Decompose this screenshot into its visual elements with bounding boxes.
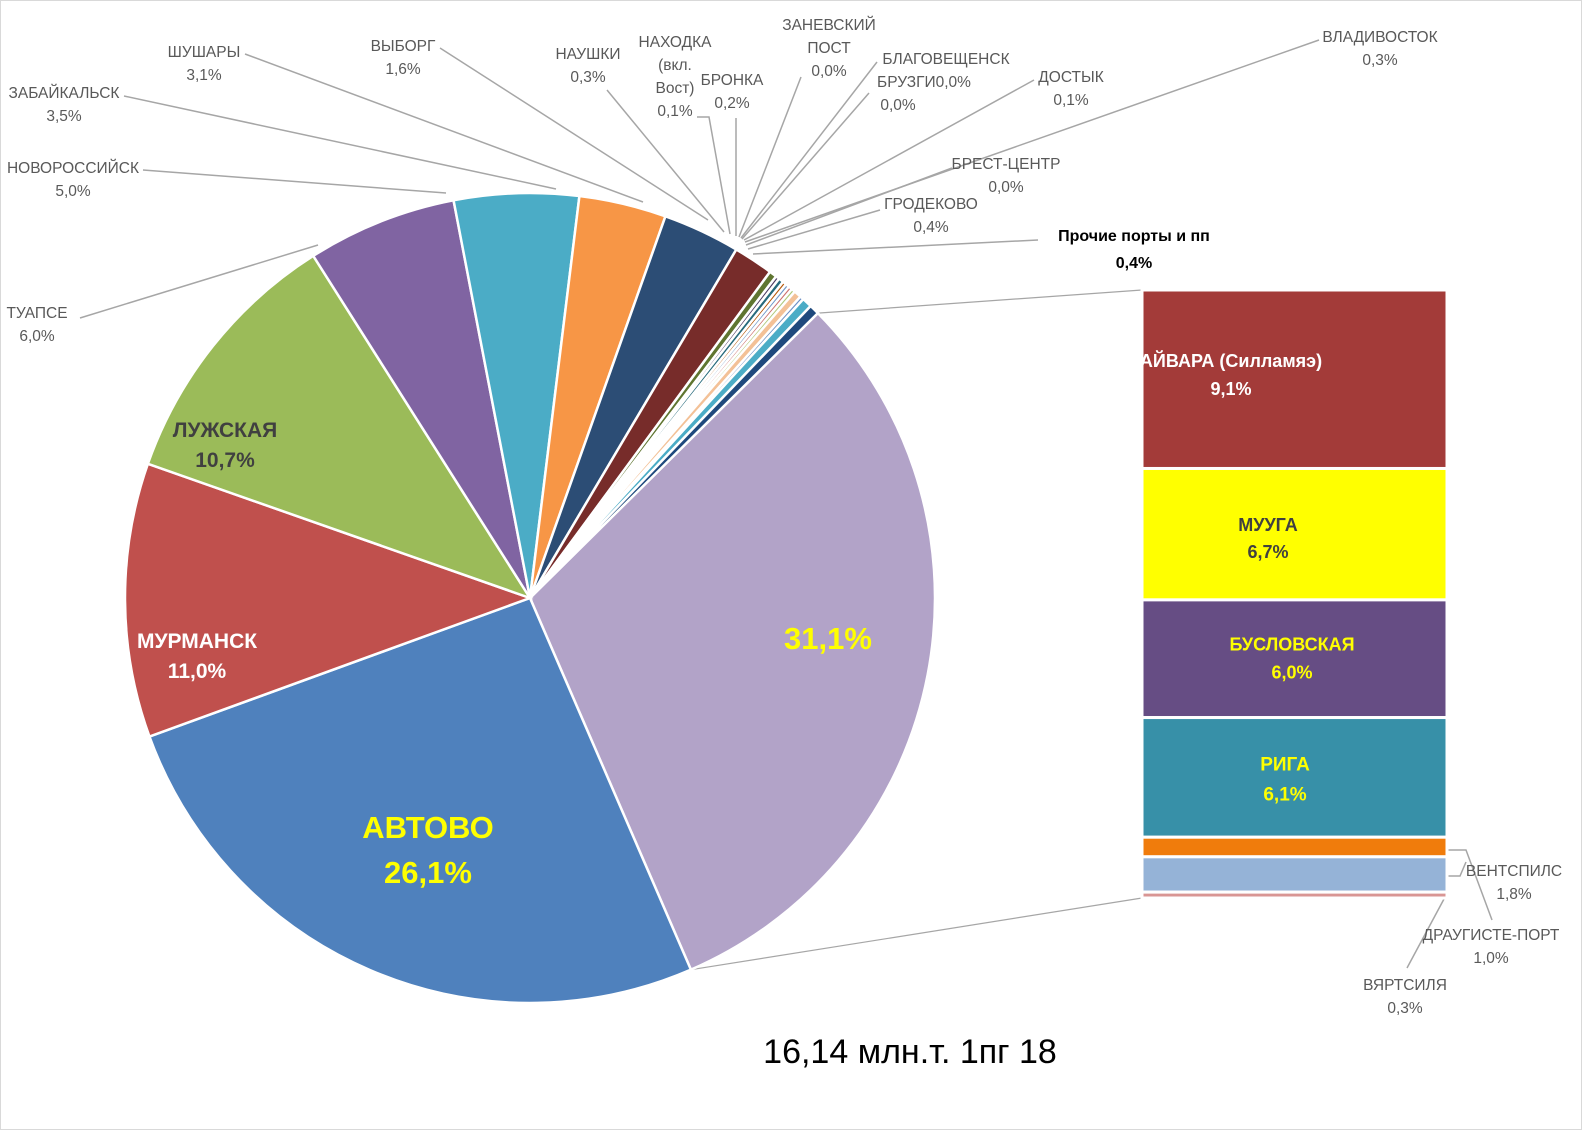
pie-label-nakhodka-name-3: Вост) [656,80,695,97]
pie-label-zanevsky-name-2: ПОСТ [807,40,851,57]
pie-label-vladivostok-value: 0,3% [1362,52,1398,69]
series-connector-top [817,289,1143,314]
leader-line-dostyk [743,79,1035,241]
leader-line-zabaykalsk [123,95,557,190]
bar-label-draugiste-name: ДРАУГИСТЕ-ПОРТ [1423,927,1560,944]
leader-line-tuapse [79,244,319,319]
pie-label-murmansk-value: 11,0% [168,660,227,683]
pie-label-avtovo-name: АВТОВО [362,810,494,845]
pie-slice-автово [147,596,693,1005]
bar-segment-вентспилс [1140,855,1449,894]
pie-slice-мурманск [123,462,534,739]
bar-label-muuga-name: МУУГА [1238,515,1297,535]
leader-line-blagoveshchensk [740,61,878,239]
pie-label-grodekovo-value: 0,4% [913,219,949,236]
bar-segment-рига [1140,716,1449,839]
bar-label-buslovskaya-name: БУСЛОВСКАЯ [1229,635,1354,655]
pie-label-zabaykalsk-name: ЗАБАЙКАЛЬСК [9,84,120,102]
pie-slice-other [528,311,937,972]
pie-label-vladivostok-name: ВЛАДИВОСТОК [1322,29,1437,46]
leader-line-ventspils [1448,861,1467,877]
pie-label-tuapse-value: 6,0% [19,328,55,345]
bar-label-buslovskaya-value: 6,0% [1271,663,1312,683]
pie-label-murmansk-name: МУРМАНСК [137,630,257,653]
leader-line-vyartsilya [1406,898,1445,969]
pie-slices [123,191,937,1005]
pie-label-prochie-name: Прочие порты и пп [1058,228,1210,245]
pie-slice-прочие-порты-и-пп [529,304,820,599]
pie-label-vyborg-name: ВЫБОРГ [371,38,436,55]
bar-label-vyartsilya-value: 0,3% [1387,1000,1423,1017]
pie-label-brest-name: БРЕСТ-ЦЕНТР [952,156,1061,173]
bar-segments [1140,288,1449,900]
bar-segment-айвара-силламяэ [1140,288,1449,470]
pie-label-bruzgi-value: 0,0% [880,97,916,114]
leader-line-prochie [752,239,1039,255]
pie-label-bruzgi-name: БРУЗГИ0,0% [877,74,971,91]
bar-segment-бусловская [1140,598,1449,720]
pie-label-bronka-value: 0,2% [714,95,750,112]
bar-label-ventspils-name: ВЕНТСПИЛС [1466,863,1562,880]
pie-label-naushki-value: 0,3% [570,69,606,86]
pie-slice-лужская [146,254,533,601]
data-labels: 31,1% АВТОВО 26,1% МУРМАНСК 11,0% ЛУЖСКАЯ 10,7… [6,16,1562,1017]
bar-label-riga-value: 6,1% [1263,784,1306,805]
pie-label-blagoveshchensk-name: БЛАГОВЕЩЕНСК [882,51,1009,68]
pie-slice-туапсе [311,198,532,599]
pie-label-novorossiysk-name: НОВОРОССИЙСК [7,159,139,177]
leader-line-nakhodka [697,116,731,235]
bar-label-muuga-value: 6,7% [1247,542,1288,562]
bar-label-ayvara-name: АЙВАРА (Силламяэ) [1140,350,1322,371]
leader-line-novorossiysk [142,169,447,194]
bar-label-ventspils-value: 1,8% [1496,886,1532,903]
pie-label-shushary-name: ШУШАРЫ [168,44,241,61]
leader-line-zanevsky [738,76,802,238]
pie-label-other-value: 31,1% [784,621,872,656]
pie-label-grodekovo-name: ГРОДЕКОВО [884,196,978,213]
pie-label-nakhodka-name: НАХОДКА [639,34,713,51]
pie-label-zanevsky-value: 0,0% [811,63,847,80]
chart-title: 16,14 млн.т. 1пг 18 [763,1033,1057,1071]
pie-label-novorossiysk-value: 5,0% [55,183,91,200]
leader-line-shushary [244,53,644,203]
pie-label-luzhskaya-name: ЛУЖСКАЯ [173,419,278,442]
leader-line-draugiste [1448,849,1493,921]
leader-line-vyborg [439,47,709,221]
pie-label-tuapse-name: ТУАПСЕ [6,305,67,322]
pie-label-prochie-value: 0,4% [1116,255,1152,272]
pie-label-bronka-name: БРОНКА [701,72,764,89]
pie-label-avtovo-value: 26,1% [384,855,472,890]
pie-label-zabaykalsk-value: 3,5% [46,108,82,125]
leader-line-grodekovo [747,209,881,250]
pie-label-vyborg-value: 1,6% [385,61,421,78]
pie-label-dostyk-name: ДОСТЫК [1038,69,1103,86]
leader-line-vladivostok [744,39,1320,243]
bar-segment-драугисте-порт [1140,835,1449,859]
pie-label-brest-value: 0,0% [988,179,1024,196]
bar-label-ayvara-value: 9,1% [1210,379,1251,399]
bar-segment-мууга [1140,466,1449,602]
bar-label-vyartsilya-name: ВЯРТСИЛЯ [1363,977,1447,994]
pie-label-naushki-name: НАУШКИ [555,46,620,63]
leader-lines [79,39,1493,971]
leader-line-bruzgi [741,92,870,240]
pie-label-luzhskaya-value: 10,7% [195,449,255,472]
bar-segment-вяртсиля [1140,890,1449,900]
bar-label-riga-name: РИГА [1260,754,1310,775]
bar-label-draugiste-value: 1,0% [1473,950,1509,967]
series-connector-bottom [690,897,1143,971]
pie-label-shushary-value: 3,1% [186,67,222,84]
pie-label-nakhodka-value: 0,1% [657,103,693,120]
pie-label-dostyk-value: 0,1% [1053,92,1089,109]
pie-label-nakhodka-name-2: (вкл. [658,57,692,74]
leader-line-naushki [606,89,725,233]
leader-line-brest [745,167,953,246]
pie-label-zanevsky-name: ЗАНЕВСКИЙ [782,16,876,34]
